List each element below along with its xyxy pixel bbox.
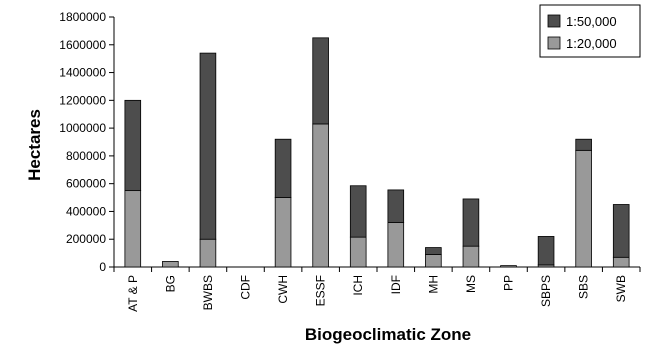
legend-swatch <box>547 36 561 50</box>
y-tick-label: 400000 <box>66 204 106 218</box>
y-tick-label: 1600000 <box>59 38 106 52</box>
x-tick-label: SBS <box>577 275 591 299</box>
legend-swatch <box>547 14 561 28</box>
y-tick-label: 1000000 <box>59 121 106 135</box>
y-tick-label: 1800000 <box>59 10 106 24</box>
bar-segment <box>349 236 367 268</box>
x-axis-label: Biogeoclimatic Zone <box>305 325 471 344</box>
bar-segment <box>349 185 367 238</box>
bar-segment <box>500 265 517 268</box>
legend: 1:50,000 1:20,000 <box>539 4 641 58</box>
y-axis: 0 200000 400000 600000 800000 1000000 1200000 1… <box>59 10 115 274</box>
y-tick-label: 1400000 <box>59 66 106 80</box>
y-axis-label: Hectares <box>25 109 44 181</box>
bar-segment <box>575 149 592 268</box>
x-tick-label: MH <box>426 275 440 294</box>
y-tick-label: 600000 <box>66 177 106 191</box>
x-tick-label: SWB <box>614 275 628 302</box>
bar-segment <box>537 236 555 266</box>
x-tick-label: SBPS <box>539 275 553 307</box>
bar-segment <box>274 138 292 198</box>
x-tick-label: AT & P <box>126 275 140 312</box>
bar-segment <box>462 198 480 247</box>
bar-segment <box>162 261 179 268</box>
x-tick-label: MS <box>464 275 478 293</box>
x-tick-label: IDF <box>389 275 403 294</box>
bar-segment <box>387 189 405 223</box>
bar-segment <box>462 245 480 268</box>
bar-segment <box>612 204 630 258</box>
bar-segment <box>612 256 630 268</box>
bar-segment <box>124 99 142 192</box>
y-tick-label: 200000 <box>66 232 106 246</box>
bar-segment <box>199 52 217 240</box>
legend-label: 1:20,000 <box>566 36 617 51</box>
x-axis: AT & P BG BWBS CDF CWH ESSF ICH IDF MH MS PP SBPS SB… <box>113 266 641 312</box>
x-tick-label: ICH <box>351 275 365 296</box>
y-tick-label: 1200000 <box>59 93 106 107</box>
bar-segment <box>575 138 592 151</box>
y-tick-label: 800000 <box>66 149 106 163</box>
bar-segment <box>124 190 142 268</box>
bar-segment <box>312 37 329 125</box>
x-tick-label: CWH <box>276 275 290 304</box>
bars <box>124 37 630 268</box>
bar-segment <box>312 123 329 268</box>
y-tick-label: 0 <box>99 260 106 274</box>
bar-segment <box>425 254 442 268</box>
bar-segment <box>199 238 217 268</box>
x-tick-label: BWBS <box>201 275 215 310</box>
legend-label: 1:50,000 <box>566 14 617 29</box>
x-tick-label: BG <box>163 275 177 292</box>
bar-segment <box>274 197 292 268</box>
bar-segment <box>387 222 405 268</box>
x-tick-label: CDF <box>239 275 253 300</box>
x-tick-label: ESSF <box>314 275 328 306</box>
x-tick-label: PP <box>502 275 516 291</box>
bar-segment <box>425 247 442 255</box>
